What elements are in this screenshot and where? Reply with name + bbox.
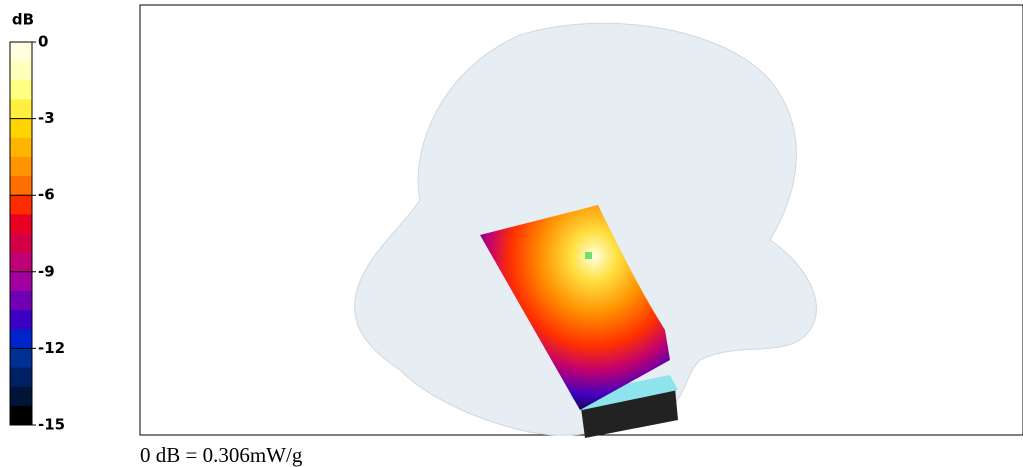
color-band — [10, 137, 32, 158]
color-band — [10, 233, 32, 254]
color-band — [10, 386, 32, 407]
color-band — [10, 348, 32, 369]
color-band — [10, 367, 32, 388]
color-band — [10, 99, 32, 120]
color-band — [10, 42, 32, 62]
tick-label: 0 — [38, 33, 48, 51]
color-band — [10, 271, 32, 292]
color-band — [10, 214, 32, 234]
tick-label: -9 — [38, 262, 55, 280]
peak-marker — [585, 252, 592, 259]
color-band — [10, 156, 32, 177]
caption: 0 dB = 0.306mW/g — [140, 443, 303, 467]
tick-label: -15 — [38, 416, 65, 434]
color-band — [10, 195, 32, 215]
color-band — [10, 252, 32, 273]
color-band — [10, 310, 32, 330]
sar-surface — [480, 205, 670, 410]
color-band — [10, 290, 32, 311]
tick-label: -6 — [38, 186, 55, 204]
color-band — [10, 61, 32, 81]
color-band — [10, 405, 32, 426]
colorbar: 0 -3 -6 -9 -12 -15 — [9, 33, 65, 434]
color-band — [10, 118, 32, 139]
color-band — [10, 176, 32, 196]
tick-label: -3 — [38, 109, 55, 127]
tick-label: -12 — [38, 339, 65, 357]
color-band — [10, 80, 32, 100]
colorbar-title: dB — [12, 11, 34, 29]
color-band — [10, 329, 32, 349]
